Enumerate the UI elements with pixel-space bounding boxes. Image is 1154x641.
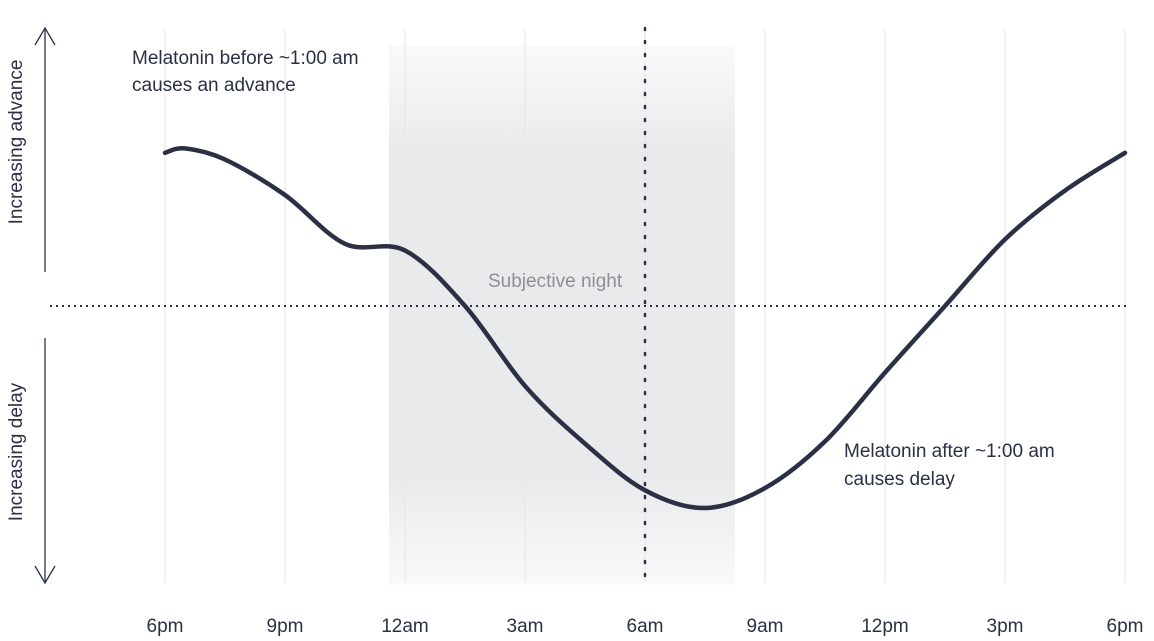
x-tick-label: 9pm: [267, 616, 304, 637]
annotation-delay-line2: causes delay: [844, 469, 955, 490]
subjective-night-label: Subjective night: [488, 271, 623, 292]
annotation-delay-line1: Melatonin after ~1:00 am: [844, 441, 1055, 462]
x-tick-label: 12pm: [861, 616, 909, 637]
x-tick-label: 6am: [627, 616, 664, 637]
x-tick-label: 9am: [747, 616, 784, 637]
delay-arrow-icon: [34, 565, 56, 585]
x-tick-label: 12am: [381, 616, 429, 637]
x-tick-label: 3am: [507, 616, 544, 637]
x-tick-label: 6pm: [147, 616, 184, 637]
annotation-advance-line1: Melatonin before ~1:00 am: [132, 48, 359, 69]
x-tick-label: 6pm: [1107, 616, 1144, 637]
y-axis-title-advance: Increasing advance: [6, 60, 27, 225]
advance-arrow-icon: [34, 26, 56, 46]
y-axis-title-delay: Increasing delay: [6, 382, 27, 521]
annotation-advance-line2: causes an advance: [132, 75, 296, 96]
subjective-night-band: [389, 45, 735, 585]
x-tick-label: 3pm: [987, 616, 1024, 637]
x-axis-tick-labels: 6pm 9pm 12am 3am 6am 9am 12pm 3pm 6pm: [147, 616, 1144, 637]
series-line: [162, 145, 1128, 511]
